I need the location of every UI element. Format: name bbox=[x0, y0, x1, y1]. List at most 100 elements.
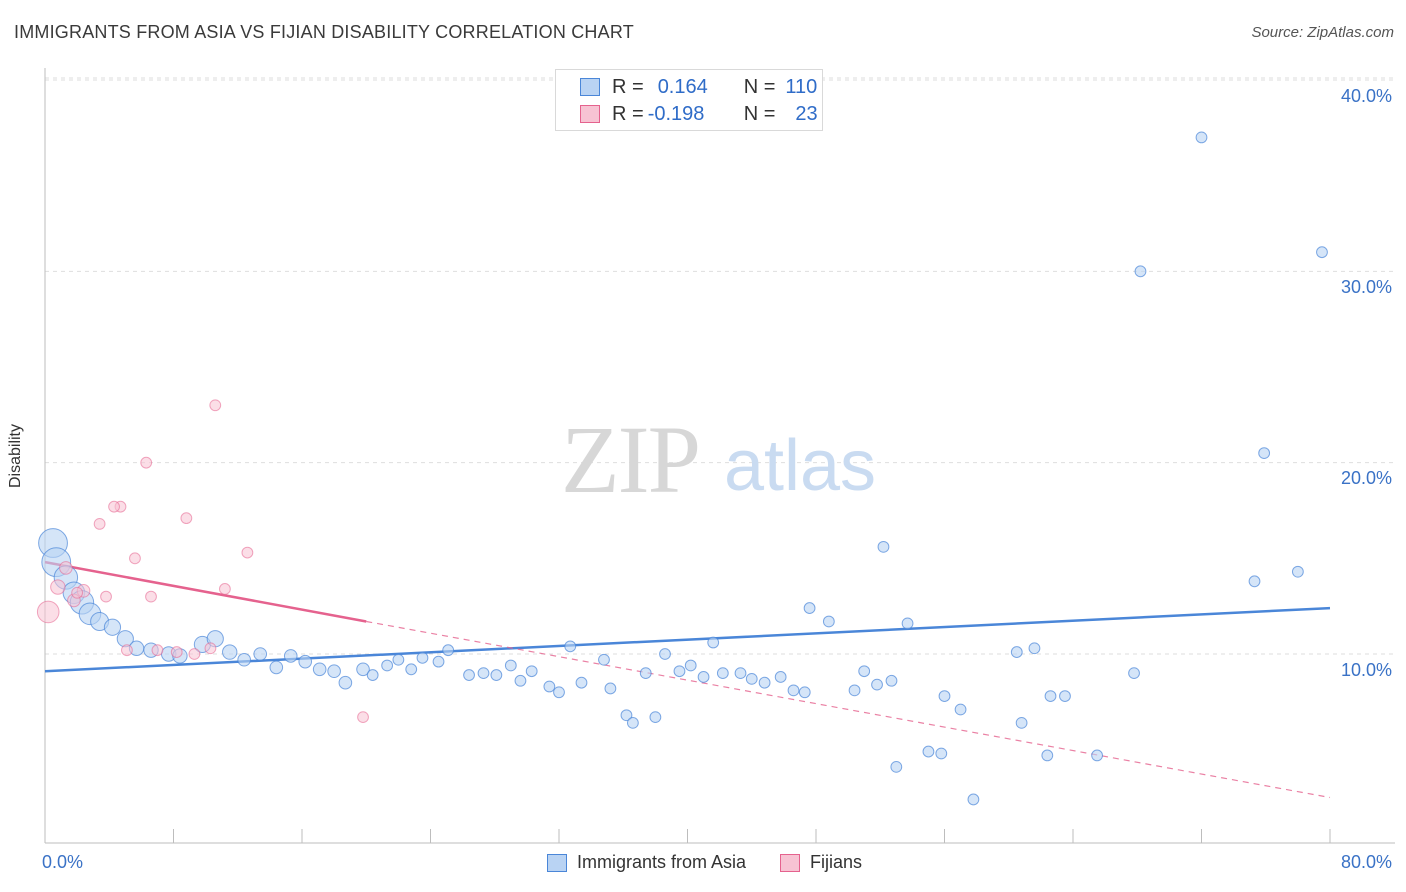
series-legend: Immigrants from Asia Fijians bbox=[547, 852, 862, 873]
data-point-asia bbox=[416, 651, 429, 664]
data-point-fijian bbox=[170, 646, 183, 658]
source-label: Source: ZipAtlas.com bbox=[1251, 24, 1394, 41]
data-point-asia bbox=[504, 659, 517, 672]
data-point-asia bbox=[620, 709, 633, 722]
legend-swatch-asia bbox=[547, 853, 567, 872]
data-point-asia bbox=[673, 665, 686, 678]
data-point-fijian bbox=[241, 546, 254, 559]
y-tick-label: 40.0% bbox=[1340, 86, 1392, 106]
legend-swatch-blue bbox=[580, 78, 600, 96]
stats-legend: R = 0.164 N = 110 R = -0.198 N = 23 bbox=[555, 69, 823, 131]
y-tick-label: 20.0% bbox=[1340, 468, 1392, 488]
data-point-asia bbox=[890, 760, 903, 773]
trend-line-fijian bbox=[44, 560, 367, 623]
data-point-asia bbox=[848, 684, 861, 697]
data-point-asia bbox=[269, 660, 284, 675]
data-point-asia bbox=[1258, 447, 1271, 460]
legend-n-value: 110 bbox=[785, 75, 818, 98]
legend-r-label: R = bbox=[612, 102, 644, 125]
legend-r-label: R = bbox=[612, 75, 644, 98]
data-point-fijian bbox=[36, 600, 60, 624]
watermark: ZIP atlas bbox=[561, 406, 876, 513]
data-point-asia bbox=[938, 690, 951, 702]
legend-row-asia: R = 0.164 N = 110 bbox=[580, 76, 817, 98]
data-point-asia bbox=[716, 667, 729, 680]
data-point-fijian bbox=[100, 590, 112, 603]
legend-swatch-pink bbox=[580, 105, 600, 123]
chart-title: IMMIGRANTS FROM ASIA VS FIJIAN DISABILIT… bbox=[14, 22, 634, 42]
data-point-asia bbox=[298, 654, 313, 669]
data-point-asia bbox=[327, 664, 341, 679]
data-point-asia bbox=[604, 682, 617, 695]
data-point-asia bbox=[405, 663, 418, 676]
data-point-asia bbox=[649, 711, 662, 724]
data-point-asia bbox=[477, 667, 490, 680]
data-point-asia bbox=[901, 617, 914, 630]
data-point-fijian bbox=[357, 711, 369, 724]
data-point-asia bbox=[1134, 265, 1147, 278]
watermark-atlas: atlas bbox=[724, 426, 876, 506]
legend-n-label: N = bbox=[743, 102, 776, 125]
data-point-asia bbox=[381, 659, 394, 672]
data-point-asia bbox=[626, 716, 639, 729]
data-point-fijian bbox=[180, 512, 193, 525]
data-point-fijian bbox=[59, 561, 73, 575]
data-point-asia bbox=[798, 686, 811, 699]
data-point-asia bbox=[707, 636, 720, 649]
data-point-asia bbox=[1044, 690, 1057, 702]
data-point-fijian bbox=[50, 579, 66, 595]
data-point-fijian bbox=[209, 399, 222, 412]
data-point-asia bbox=[553, 686, 565, 699]
data-point-asia bbox=[734, 667, 747, 680]
data-point-asia bbox=[283, 649, 298, 663]
series-fijian-points bbox=[36, 399, 369, 724]
legend-r-value: 0.164 bbox=[657, 75, 708, 98]
series-asia-points bbox=[38, 131, 1328, 806]
data-point-asia bbox=[237, 652, 251, 667]
data-point-fijian bbox=[151, 644, 164, 657]
data-point-asia bbox=[312, 662, 327, 677]
data-point-asia bbox=[525, 665, 538, 678]
data-point-fijian bbox=[129, 552, 141, 565]
legend-label-asia: Immigrants from Asia bbox=[577, 852, 747, 872]
data-point-fijian bbox=[204, 642, 217, 655]
data-point-asia bbox=[954, 703, 967, 716]
data-point-asia bbox=[356, 662, 370, 677]
data-point-asia bbox=[774, 671, 787, 683]
data-point-asia bbox=[463, 669, 475, 681]
y-tick-label: 10.0% bbox=[1340, 660, 1392, 680]
watermark-zip: ZIP bbox=[561, 406, 699, 513]
data-point-asia bbox=[222, 644, 238, 660]
data-point-asia bbox=[787, 684, 800, 697]
legend-row-fijian: R = -0.198 N = 23 bbox=[580, 103, 818, 125]
data-point-asia bbox=[392, 653, 405, 666]
data-point-asia bbox=[1015, 716, 1028, 729]
data-point-fijian bbox=[219, 583, 231, 595]
legend-n-label: N = bbox=[743, 75, 776, 98]
data-point-asia bbox=[871, 678, 883, 691]
data-point-asia bbox=[1059, 690, 1071, 702]
data-point-asia bbox=[564, 640, 577, 653]
data-point-asia bbox=[885, 674, 898, 687]
data-point-fijian bbox=[145, 590, 157, 603]
data-point-asia bbox=[1291, 565, 1304, 578]
data-point-asia bbox=[877, 540, 890, 553]
data-point-asia bbox=[758, 676, 771, 689]
data-point-fijian bbox=[121, 644, 133, 657]
x-tick-label-min: 0.0% bbox=[42, 852, 84, 872]
data-point-asia bbox=[1248, 575, 1261, 588]
data-point-asia bbox=[1028, 642, 1041, 655]
data-point-asia bbox=[514, 674, 527, 687]
data-point-asia bbox=[1091, 749, 1103, 762]
data-point-fijian bbox=[93, 517, 106, 530]
trend-line-fijian-extrapolated bbox=[366, 620, 1331, 799]
data-point-asia bbox=[1041, 749, 1054, 762]
data-point-asia bbox=[639, 667, 652, 680]
axes bbox=[44, 68, 1395, 844]
legend-label-fijian: Fijians bbox=[810, 852, 863, 872]
data-point-asia bbox=[1010, 646, 1023, 658]
data-point-asia bbox=[598, 653, 610, 666]
legend-n-value: 23 bbox=[795, 102, 818, 125]
data-point-asia bbox=[543, 680, 556, 693]
data-point-asia bbox=[1316, 246, 1328, 259]
